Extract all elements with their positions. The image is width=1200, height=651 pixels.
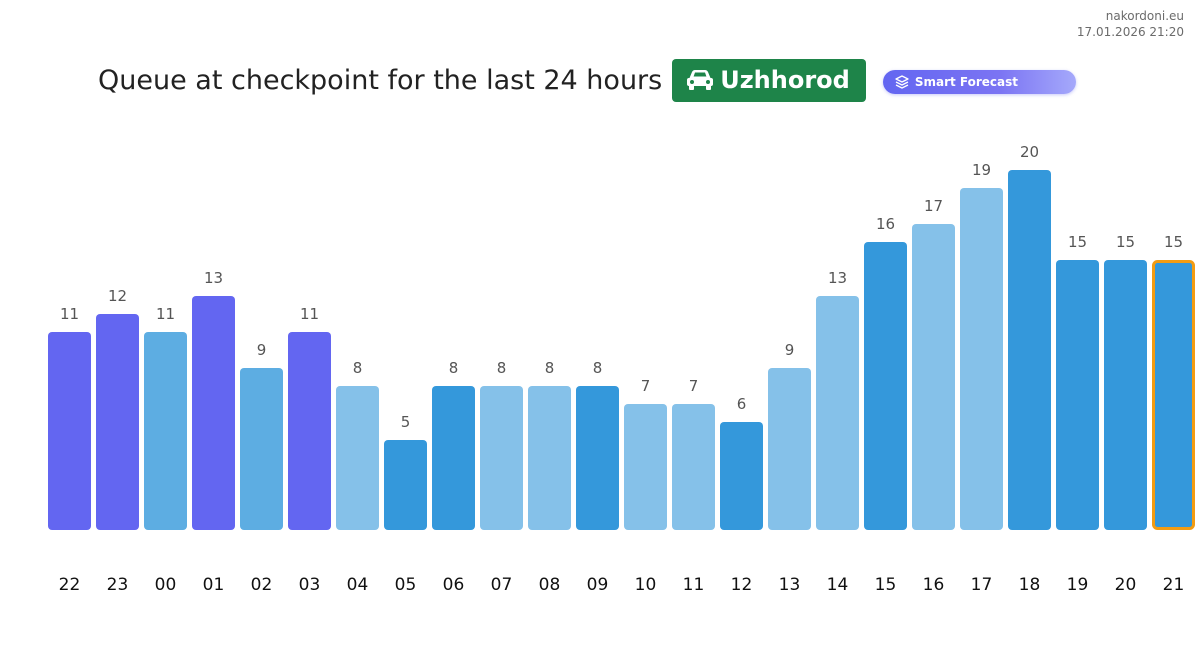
timestamp: 17.01.2026 21:20 [1076,25,1184,39]
x-tick-22: 22 [59,575,81,595]
data-label-18: 20 [1020,143,1039,161]
x-tick-08: 08 [539,575,561,595]
bar-05 [384,440,427,530]
x-tick-00: 00 [155,575,177,595]
x-tick-11: 11 [683,575,705,595]
bar-20 [1104,260,1147,530]
location-badge[interactable]: Uzhhorod [672,58,866,102]
bar-18 [1008,170,1051,530]
data-label-15: 16 [876,215,895,233]
bar-10 [624,404,667,530]
data-label-20: 15 [1116,233,1135,251]
data-label-14: 13 [828,269,847,287]
x-tick-04: 04 [347,575,369,595]
data-label-11: 7 [689,377,699,395]
x-tick-06: 06 [443,575,465,595]
data-label-06: 8 [449,359,459,377]
bar-03 [288,332,331,530]
smart-forecast-button[interactable]: Smart Forecast [882,70,1076,94]
bar-02 [240,368,283,530]
x-tick-02: 02 [251,575,273,595]
bar-15 [864,242,907,530]
data-label-09: 8 [593,359,603,377]
data-label-02: 9 [257,341,267,359]
x-tick-07: 07 [491,575,513,595]
bar-13 [768,368,811,530]
x-tick-10: 10 [635,575,657,595]
data-label-03: 11 [300,305,319,323]
bar-07 [480,386,523,530]
data-label-12: 6 [737,395,747,413]
bar-00 [144,332,187,530]
data-label-10: 7 [641,377,651,395]
x-tick-03: 03 [299,575,321,595]
bar-23 [96,314,139,530]
x-tick-14: 14 [827,575,849,595]
x-tick-13: 13 [779,575,801,595]
car-icon [687,70,714,90]
bar-12 [720,422,763,530]
bar-11 [672,404,715,530]
smart-forecast-label: Smart Forecast [914,75,1019,89]
data-label-16: 17 [924,197,943,215]
bar-19 [1056,260,1099,530]
data-label-22: 11 [60,305,79,323]
data-label-04: 8 [353,359,363,377]
chart-header: Queue at checkpoint for the last 24 hour… [98,58,1076,102]
data-label-23: 12 [108,287,127,305]
layers-icon [895,75,909,89]
data-label-00: 11 [156,305,175,323]
x-tick-21: 21 [1163,575,1185,595]
x-tick-01: 01 [203,575,225,595]
bar-17 [960,188,1003,530]
x-tick-05: 05 [395,575,417,595]
data-label-08: 8 [545,359,555,377]
bar-01 [192,296,235,530]
data-label-01: 13 [204,269,223,287]
site-meta: nakordoni.eu 17.01.2026 21:20 [1077,8,1184,40]
data-label-19: 15 [1068,233,1087,251]
chart-title: Queue at checkpoint for the last 24 hour… [98,64,663,96]
data-label-07: 8 [497,359,507,377]
bar-08 [528,386,571,530]
x-tick-20: 20 [1115,575,1137,595]
x-tick-23: 23 [107,575,129,595]
data-label-13: 9 [785,341,795,359]
bar-14 [816,296,859,530]
bar-09 [576,386,619,530]
x-tick-12: 12 [731,575,753,595]
data-label-05: 5 [401,413,411,431]
x-tick-19: 19 [1067,575,1089,595]
x-tick-09: 09 [587,575,609,595]
x-tick-16: 16 [923,575,945,595]
bar-06 [432,386,475,530]
x-tick-15: 15 [875,575,897,595]
bar-22 [48,332,91,530]
location-name: Uzhhorod [720,66,850,94]
bar-04 [336,386,379,530]
data-label-21: 15 [1164,233,1183,251]
x-tick-17: 17 [971,575,993,595]
site-domain: nakordoni.eu [1105,9,1184,23]
bar-21 [1152,260,1195,530]
x-tick-18: 18 [1019,575,1041,595]
data-label-17: 19 [972,161,991,179]
bar-16 [912,224,955,530]
